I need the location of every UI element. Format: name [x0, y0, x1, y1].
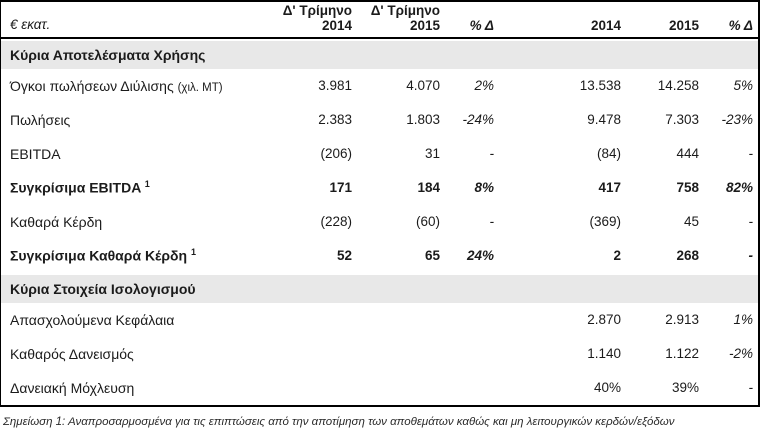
table-row-adjusted-ebitda: Συγκρίσιμα EBITDA 1 171 184 8% 417 758 8…: [1, 171, 758, 205]
section-title: Κύρια Αποτελέσματα Χρήσης: [10, 46, 206, 63]
table-row-sales: Πωλήσεις 2.383 1.803 -24% 9.478 7.303 -2…: [1, 103, 758, 137]
cell-year-pct: -23%: [721, 112, 753, 128]
column-header-fy-2014: 2014: [590, 17, 621, 33]
cell-fy-2014: 9.478: [587, 112, 621, 128]
cell-q4-2014: 2.383: [318, 112, 352, 128]
cell-fy-2014: (84): [596, 146, 621, 162]
cell-quarter-pct: 24%: [466, 248, 494, 264]
column-header-quarter-pct-delta: % Δ: [469, 17, 494, 33]
cell-fy-2015: 1.122: [665, 346, 699, 362]
footnote-marker: 1: [144, 179, 150, 190]
table-row-ebitda: EBITDA (206) 31 - (84) 444 -: [1, 137, 758, 171]
table-header-row: € εκατ. Δ' Τρίμηνο 2014 Δ' Τρίμηνο 2015 …: [1, 2, 758, 39]
cell-quarter-pct: -24%: [462, 112, 494, 128]
column-header-fy-2015: 2015: [668, 17, 699, 33]
cell-fy-2015: 14.258: [657, 78, 699, 94]
cell-quarter-pct: 2%: [474, 78, 494, 94]
table-row-net-debt: Καθαρός Δανεισμός 1.140 1.122 -2%: [1, 337, 758, 371]
row-label: Όγκοι πωλήσεων Διύλισης (χιλ. MT): [10, 77, 223, 94]
cell-year-pct: -: [748, 214, 754, 230]
cell-fy-2015: 268: [676, 248, 699, 264]
cell-fy-2014: 2: [613, 248, 621, 264]
cell-year-pct: -: [748, 380, 754, 396]
cell-fy-2014: 13.538: [579, 78, 621, 94]
cell-year-pct: 5%: [733, 78, 753, 94]
cell-fy-2015: 2.913: [665, 312, 699, 328]
row-label: Απασχολούμενα Κεφάλαια: [10, 311, 175, 328]
cell-year-pct: 1%: [733, 312, 753, 328]
cell-fy-2014: 1.140: [587, 346, 621, 362]
cell-q4-2014: 171: [329, 180, 352, 196]
cell-year-pct: -: [748, 248, 754, 264]
cell-fy-2015: 39%: [671, 380, 699, 396]
row-label: Πωλήσεις: [10, 111, 71, 128]
row-label: EBITDA: [10, 145, 61, 162]
cell-q4-2015: 31: [424, 146, 440, 162]
cell-fy-2014: (369): [589, 214, 621, 230]
cell-q4-2015: 1.803: [406, 112, 440, 128]
table-row-gearing: Δανειακή Μόχλευση 40% 39% -: [1, 371, 758, 405]
row-label: Καθαρός Δανεισμός: [10, 345, 134, 362]
cell-quarter-pct: 8%: [474, 180, 494, 196]
cell-year-pct: -: [748, 146, 754, 162]
cell-fy-2014: 40%: [593, 380, 621, 396]
section-header-income-statement: Κύρια Αποτελέσματα Χρήσης: [1, 40, 758, 69]
table-row-capital-employed: Απασχολούμενα Κεφάλαια 2.870 2.913 1%: [1, 303, 758, 337]
cell-q4-2015: 184: [417, 180, 440, 196]
cell-fy-2015: 7.303: [665, 112, 699, 128]
row-label: Συγκρίσιμα Καθαρά Κέρδη 1: [10, 247, 196, 265]
cell-q4-2014: 3.981: [318, 78, 352, 94]
column-header-year-pct-delta: % Δ: [728, 17, 753, 33]
table-row-sales-volume: Όγκοι πωλήσεων Διύλισης (χιλ. MT) 3.981 …: [1, 69, 758, 103]
row-label: Δανειακή Μόχλευση: [10, 379, 135, 396]
row-label: Συγκρίσιμα EBITDA 1: [10, 179, 150, 197]
cell-fy-2015: 45: [683, 214, 699, 230]
section-header-balance-sheet: Κύρια Στοιχεία Ισολογισμού: [1, 274, 758, 303]
column-header-q4-2014: Δ' Τρίμηνο 2014: [282, 3, 352, 33]
section-title: Κύρια Στοιχεία Ισολογισμού: [10, 280, 196, 297]
cell-fy-2015: 444: [676, 146, 699, 162]
cell-fy-2014: 417: [598, 180, 621, 196]
cell-q4-2015: 65: [424, 248, 440, 264]
financial-results-table: € εκατ. Δ' Τρίμηνο 2014 Δ' Τρίμηνο 2015 …: [0, 0, 760, 407]
cell-fy-2014: 2.870: [587, 312, 621, 328]
cell-q4-2014: (228): [320, 214, 352, 230]
cell-year-pct: -2%: [728, 346, 753, 362]
footnote-note-1: Σημείωση 1: Αναπροσαρμοσμένα για τις επι…: [3, 415, 675, 428]
cell-quarter-pct: -: [489, 146, 495, 162]
column-header-q4-2015: Δ' Τρίμηνο 2015: [370, 3, 440, 33]
unit-label: € εκατ.: [10, 16, 51, 32]
cell-q4-2014: 52: [336, 248, 352, 264]
cell-q4-2014: (206): [320, 146, 352, 162]
table-row-net-income: Καθαρά Κέρδη (228) (60) - (369) 45 -: [1, 205, 758, 239]
cell-q4-2015: (60): [415, 214, 440, 230]
cell-year-pct: 82%: [725, 180, 753, 196]
cell-quarter-pct: -: [489, 214, 495, 230]
row-label: Καθαρά Κέρδη: [10, 213, 103, 230]
cell-fy-2015: 758: [676, 180, 699, 196]
cell-q4-2015: 4.070: [406, 78, 440, 94]
footnote-marker: 1: [190, 247, 196, 258]
table-row-adjusted-net-income: Συγκρίσιμα Καθαρά Κέρδη 1 52 65 24% 2 26…: [1, 239, 758, 273]
